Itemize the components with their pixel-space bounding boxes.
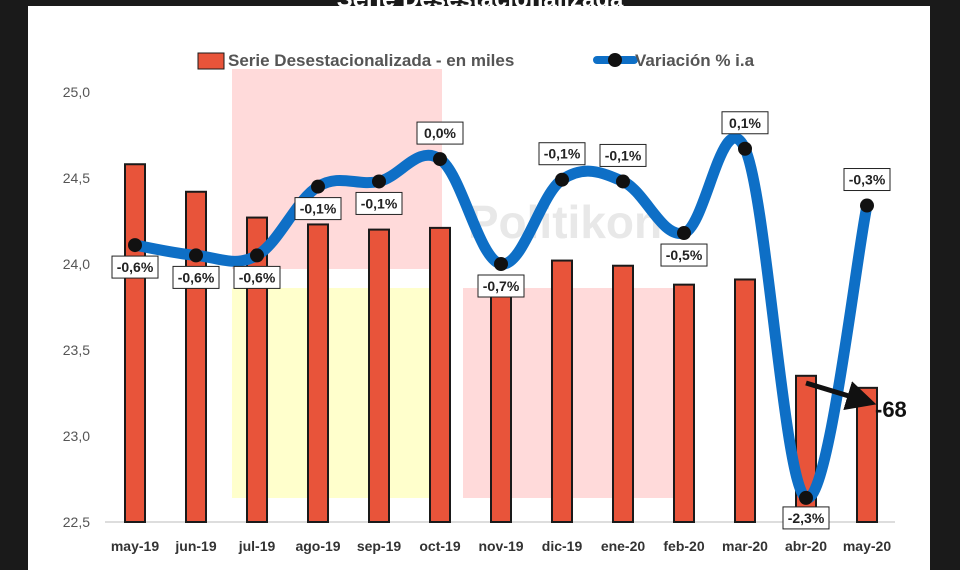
line-marker xyxy=(799,490,813,505)
data-label-text: -0,1% xyxy=(300,201,337,217)
x-tick-label: ene-20 xyxy=(601,538,646,554)
y-tick-label: 24,0 xyxy=(63,256,90,272)
x-tick-label: mar-20 xyxy=(722,538,768,554)
x-tick-label: oct-19 xyxy=(419,538,460,554)
data-label-text: -0,6% xyxy=(117,259,154,275)
line-marker xyxy=(372,174,386,189)
data-label: 0,0% xyxy=(416,121,464,145)
annotation-arrow xyxy=(805,380,877,410)
x-tick-label: sep-19 xyxy=(357,538,402,554)
data-label: -0,6% xyxy=(172,265,220,289)
x-axis: may-19 jun-19 jul-19 ago-19 sep-19 oct-19 nov-… xyxy=(111,538,891,554)
data-label-text: -0,1% xyxy=(605,147,642,163)
bar xyxy=(734,278,756,524)
line-marker xyxy=(250,248,264,263)
legend-bar-label: Serie Desestacionalizada - en miles xyxy=(228,51,514,70)
line-marker xyxy=(677,226,691,241)
y-tick-label: 23,0 xyxy=(63,428,90,444)
line-markers xyxy=(128,141,874,505)
legend-bar-swatch xyxy=(197,52,225,70)
legend-line-marker xyxy=(608,53,622,67)
line-marker xyxy=(555,172,569,187)
x-tick-label: jun-19 xyxy=(174,538,216,554)
x-tick-label: ago-19 xyxy=(295,538,340,554)
data-label-text: -0,5% xyxy=(666,247,703,263)
data-label: 0,1% xyxy=(721,111,769,135)
data-label: -0,5% xyxy=(660,243,708,267)
x-tick-label: may-19 xyxy=(111,538,159,554)
y-tick-label: 24,5 xyxy=(63,170,90,186)
chart-title: Serie Desestacionalizada xyxy=(0,0,960,14)
annotation: -68 xyxy=(805,380,907,422)
data-label-text: -0,3% xyxy=(849,172,886,188)
bar xyxy=(490,287,512,523)
data-label-text: -0,6% xyxy=(178,269,215,285)
line-marker xyxy=(189,248,203,263)
data-label: -2,3% xyxy=(782,506,830,530)
bar xyxy=(673,283,695,524)
line-marker xyxy=(128,238,142,253)
line-marker xyxy=(738,141,752,156)
bar xyxy=(246,216,268,523)
legend-line-label: Variación % i.a xyxy=(635,51,755,70)
y-tick-label: 22,5 xyxy=(63,514,90,530)
bar xyxy=(612,264,634,523)
data-label: -0,3% xyxy=(843,168,891,192)
x-tick-label: nov-19 xyxy=(478,538,523,554)
line-marker xyxy=(860,198,874,213)
data-label: -0,1% xyxy=(355,191,403,215)
data-label: -0,1% xyxy=(538,142,586,166)
line-marker xyxy=(311,179,325,194)
data-label: -0,7% xyxy=(477,274,525,298)
data-label-text: 0,0% xyxy=(424,125,456,141)
data-labels: -0,6% -0,6% -0,6% -0,1% -0,1% 0,0% -0,7% -0,1% -… xyxy=(111,111,891,530)
bar xyxy=(856,386,878,523)
bar xyxy=(551,259,573,523)
x-tick-label: dic-19 xyxy=(542,538,583,554)
bar xyxy=(429,226,451,523)
line-marker xyxy=(433,152,447,167)
bar xyxy=(185,190,207,523)
y-axis: 22,5 23,0 23,5 24,0 24,5 25,0 xyxy=(63,84,895,530)
watermark: Politikon xyxy=(468,196,662,248)
annotation-text: -68 xyxy=(875,397,907,422)
data-label: -0,6% xyxy=(111,255,159,279)
y-tick-label: 25,0 xyxy=(63,84,90,100)
data-label: -0,1% xyxy=(599,143,647,167)
x-tick-label: jul-19 xyxy=(238,538,276,554)
x-tick-label: abr-20 xyxy=(785,538,827,554)
data-label: -0,1% xyxy=(294,197,342,221)
bar xyxy=(307,223,329,523)
data-label-text: 0,1% xyxy=(729,115,761,131)
data-label-text: -2,3% xyxy=(788,510,825,526)
data-label-text: -0,1% xyxy=(544,146,581,162)
bar xyxy=(368,228,390,523)
bar xyxy=(124,163,146,524)
legend: Serie Desestacionalizada - en miles Varia… xyxy=(197,51,755,70)
data-label: -0,6% xyxy=(233,265,281,289)
x-tick-label: may-20 xyxy=(843,538,891,554)
data-label-text: -0,6% xyxy=(239,269,276,285)
data-label-text: -0,1% xyxy=(361,195,398,211)
line-marker xyxy=(616,174,630,189)
x-tick-label: feb-20 xyxy=(663,538,704,554)
data-label-text: -0,7% xyxy=(483,278,520,294)
line-marker xyxy=(494,257,508,271)
y-tick-label: 23,5 xyxy=(63,342,90,358)
